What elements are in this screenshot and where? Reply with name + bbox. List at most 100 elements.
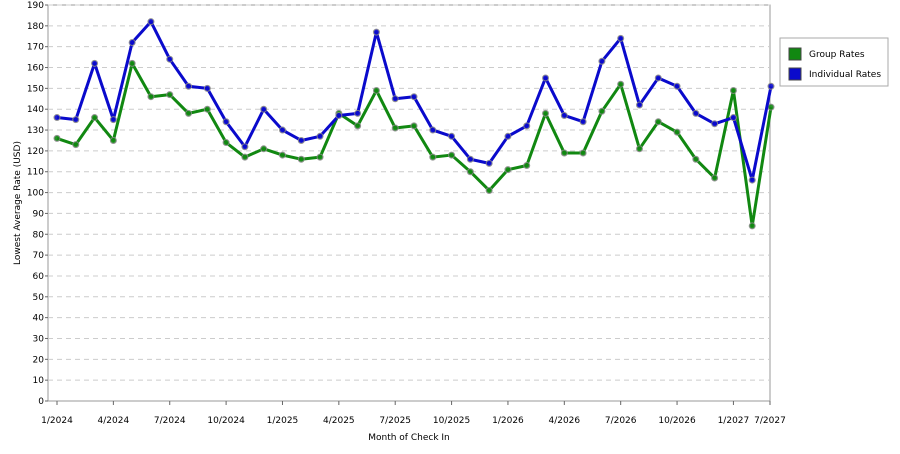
x-tick-label: 7/2025 [379, 416, 411, 426]
data-point [354, 109, 362, 117]
data-point [260, 145, 268, 153]
data-point [617, 34, 625, 42]
y-axis-label: Lowest Average Rate (USD) [13, 141, 23, 265]
data-point [635, 145, 643, 153]
data-point [523, 122, 531, 130]
y-tick-label: 20 [33, 355, 45, 365]
data-point [542, 74, 550, 82]
x-tick-label: 10/2024 [207, 416, 245, 426]
legend-label: Group Rates [809, 50, 865, 60]
x-tick-label: 4/2025 [323, 416, 355, 426]
x-tick-label: 4/2026 [548, 416, 580, 426]
data-point [297, 155, 305, 163]
data-point [729, 86, 737, 94]
data-point [241, 143, 249, 151]
data-point [72, 141, 80, 149]
data-point [598, 107, 606, 115]
y-tick-label: 180 [27, 22, 44, 32]
data-point [617, 80, 625, 88]
x-axis-label: Month of Check In [368, 433, 450, 443]
data-point [523, 161, 531, 169]
x-tick-label: 7/2024 [154, 416, 186, 426]
data-point [504, 166, 512, 174]
y-tick-label: 40 [33, 314, 45, 324]
y-tick-label: 30 [33, 334, 45, 344]
plot-area [47, 4, 771, 402]
data-point [579, 149, 587, 157]
x-tick-label: 10/2025 [433, 416, 470, 426]
data-point [542, 109, 550, 117]
data-point [278, 126, 286, 134]
data-point [748, 176, 756, 184]
data-point [410, 122, 418, 130]
data-point [203, 84, 211, 92]
legend-swatch [788, 47, 802, 61]
data-point [635, 101, 643, 109]
data-point [354, 122, 362, 130]
y-tick-label: 120 [27, 147, 44, 157]
data-point [673, 128, 681, 136]
x-tick-label: 4/2024 [98, 416, 130, 426]
y-tick-label: 100 [27, 189, 44, 199]
y-tick-label: 80 [33, 230, 45, 240]
data-point [91, 59, 99, 67]
data-point [72, 116, 80, 124]
legend-swatch [788, 67, 802, 81]
y-tick-label: 140 [27, 105, 44, 115]
data-point [748, 222, 756, 230]
y-tick-label: 0 [38, 397, 44, 407]
data-point [767, 103, 775, 111]
x-tick-label: 1/2024 [41, 416, 73, 426]
y-tick-label: 110 [27, 168, 44, 178]
y-tick-label: 70 [33, 251, 45, 261]
data-point [391, 95, 399, 103]
data-point [278, 151, 286, 159]
data-point [729, 114, 737, 122]
data-point [767, 82, 775, 90]
data-point [429, 126, 437, 134]
data-point [711, 120, 719, 128]
data-point [109, 136, 117, 144]
x-tick-label: 1/2025 [267, 416, 299, 426]
y-tick-label: 190 [27, 1, 44, 11]
x-tick-label: 7/2027 [754, 416, 786, 426]
data-point [53, 114, 61, 122]
y-tick-label: 10 [33, 376, 45, 386]
data-point [53, 134, 61, 142]
y-tick-label: 90 [33, 209, 45, 219]
data-point [147, 93, 155, 101]
data-point [109, 116, 117, 124]
data-point [166, 55, 174, 63]
data-point [504, 132, 512, 140]
x-tick-label: 1/2026 [492, 416, 524, 426]
data-point [485, 159, 493, 167]
data-point [598, 57, 606, 65]
legend-label: Individual Rates [809, 70, 881, 80]
data-point [692, 109, 700, 117]
data-point [673, 82, 681, 90]
y-tick-label: 170 [27, 43, 44, 53]
data-point [391, 124, 399, 132]
data-point [579, 118, 587, 126]
data-point [711, 174, 719, 182]
data-point [222, 139, 230, 147]
data-point [316, 153, 324, 161]
data-point [147, 18, 155, 26]
data-point [260, 105, 268, 113]
data-point [448, 151, 456, 159]
data-point [560, 149, 568, 157]
data-point [335, 111, 343, 119]
data-point [410, 93, 418, 101]
data-point [203, 105, 211, 113]
data-point [166, 91, 174, 99]
data-point [222, 118, 230, 126]
y-tick-label: 60 [33, 272, 45, 282]
data-point [91, 114, 99, 122]
data-point [485, 186, 493, 194]
data-point [241, 153, 249, 161]
data-point [692, 155, 700, 163]
y-tick-label: 50 [33, 293, 45, 303]
data-point [654, 74, 662, 82]
data-point [466, 168, 474, 176]
